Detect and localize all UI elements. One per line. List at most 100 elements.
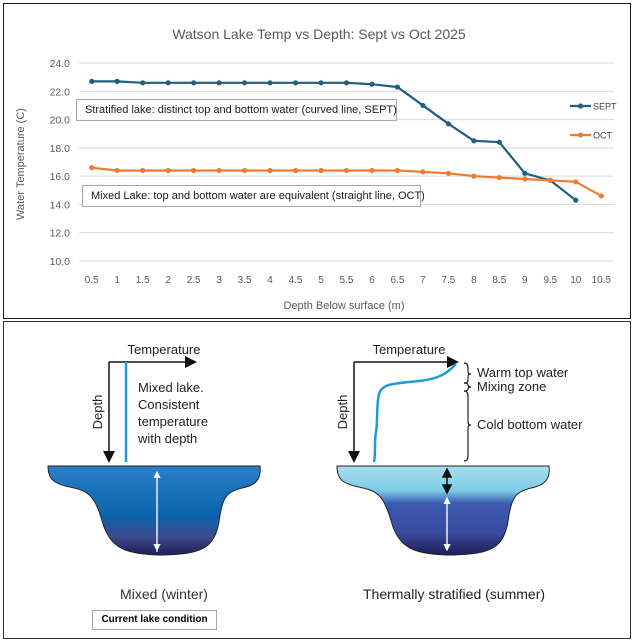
chart-panel[interactable]: Watson Lake Temp vs Depth: Sept vs Oct 2… <box>3 3 631 319</box>
stratified-temperature-axis-label: Temperature <box>373 342 446 357</box>
y-axis-label: Water Temperature (C) <box>15 108 27 220</box>
data-point-oct <box>89 165 95 171</box>
mixed-temperature-axis-label: Temperature <box>128 342 201 357</box>
data-point-oct <box>598 193 604 199</box>
mixed-depth-axis-label: Depth <box>90 395 105 430</box>
y-tick-label: 22.0 <box>50 86 71 98</box>
data-point-oct <box>343 167 350 174</box>
line-chart: Watson Lake Temp vs Depth: Sept vs Oct 2… <box>15 26 617 312</box>
legend: SEPT OCT <box>570 102 617 141</box>
mixed-description: Mixed lake. Consistent temperature with … <box>137 380 212 446</box>
data-point-sept <box>496 139 502 145</box>
data-point-sept <box>471 138 477 144</box>
data-point-sept <box>445 121 452 127</box>
stratified-temperature-profile-line <box>372 363 457 463</box>
x-tick-label: 5 <box>318 275 324 286</box>
data-point-sept <box>140 80 146 86</box>
data-point-sept <box>165 80 171 86</box>
y-axis-ticks: 24.0 22.0 20.0 18.0 16.0 14.0 12.0 10.0 <box>50 58 71 268</box>
data-point-oct <box>420 169 426 175</box>
data-point-oct <box>114 167 120 174</box>
stratified-depth-axis-label: Depth <box>335 395 350 430</box>
diagram-panel: Temperature Depth Mixed lake. Consistent… <box>3 321 631 639</box>
data-point-oct <box>522 176 528 182</box>
stratified-profile-plot: Temperature Depth Warm top water Mixing … <box>335 342 583 463</box>
data-point-sept <box>394 84 401 90</box>
legend-marker-oct <box>577 132 584 138</box>
lake-diagram: Temperature Depth Mixed lake. Consistent… <box>47 342 583 602</box>
x-tick-label: 4 <box>267 275 273 286</box>
y-tick-label: 14.0 <box>50 199 71 211</box>
x-tick-label: 1.5 <box>136 275 150 286</box>
x-axis-label: Depth Below surface (m) <box>283 300 404 312</box>
x-tick-label: 7 <box>420 275 426 286</box>
data-point-oct <box>369 167 375 174</box>
data-point-oct <box>394 167 401 174</box>
data-point-sept <box>114 78 120 84</box>
mixed-lake-basin <box>47 465 261 556</box>
data-point-oct <box>573 179 579 185</box>
x-tick-label: 3 <box>216 275 222 286</box>
data-point-oct <box>267 167 273 174</box>
data-point-sept <box>318 80 324 86</box>
x-tick-label: 6.5 <box>390 275 404 286</box>
x-axis-ticks: 0.5 1 1.5 2 2.5 3 3.5 4 4.5 5 5.5 6 6.5 7 7.5 8 8.5 9 9.5 1… <box>85 275 612 286</box>
x-tick-label: 10.5 <box>592 275 612 286</box>
data-point-oct <box>241 167 248 174</box>
x-tick-label: 0.5 <box>85 275 99 286</box>
data-point-oct <box>216 167 222 174</box>
cold-bottom-water-label: Cold bottom water <box>477 417 583 432</box>
y-tick-label: 18.0 <box>50 143 71 155</box>
x-tick-label: 6 <box>369 275 375 286</box>
x-tick-label: 9 <box>522 275 528 286</box>
legend-label-oct: OCT <box>593 131 613 141</box>
data-point-sept <box>343 80 350 86</box>
y-tick-label: 20.0 <box>50 115 71 127</box>
gridlines <box>79 62 614 262</box>
annotation-mixed: Mixed Lake: top and bottom water are equ… <box>82 185 425 207</box>
data-point-oct <box>547 177 553 183</box>
x-tick-label: 1 <box>114 275 120 286</box>
data-point-sept <box>89 78 95 84</box>
warm-top-water-label: Warm top water <box>477 365 569 380</box>
chart-title: Watson Lake Temp vs Depth: Sept vs Oct 2… <box>172 26 466 42</box>
x-tick-label: 8 <box>471 275 477 286</box>
stratified-caption: Thermally stratified (summer) <box>363 586 545 602</box>
x-tick-label: 8.5 <box>492 275 506 286</box>
y-tick-label: 12.0 <box>50 228 71 240</box>
x-tick-label: 4.5 <box>289 275 303 286</box>
x-tick-label: 9.5 <box>543 275 557 286</box>
data-point-oct <box>165 167 171 174</box>
data-point-oct <box>496 174 502 181</box>
data-point-oct <box>191 167 197 174</box>
x-tick-label: 2 <box>165 275 171 286</box>
data-point-sept <box>267 80 273 86</box>
legend-marker-sept <box>577 103 584 109</box>
x-tick-label: 3.5 <box>238 275 252 286</box>
x-tick-label: 2.5 <box>187 275 201 286</box>
x-tick-label: 10 <box>570 275 582 286</box>
mixed-profile-plot: Temperature Depth Mixed lake. Consistent… <box>90 342 212 463</box>
y-tick-label: 16.0 <box>50 171 71 183</box>
annotation-stratified: Stratified lake: distinct top and bottom… <box>76 99 397 121</box>
warm-top-bracket-icon <box>463 362 472 384</box>
stratified-lake-basin <box>336 465 550 556</box>
series-sept <box>89 78 579 203</box>
data-point-oct <box>140 167 146 174</box>
data-point-sept <box>241 80 248 86</box>
data-point-sept <box>191 80 197 86</box>
mixing-zone-label: Mixing zone <box>477 379 546 394</box>
mixed-caption: Mixed (winter) <box>120 586 208 602</box>
current-condition-label: Current lake condition <box>92 610 217 630</box>
series-layer <box>89 78 604 203</box>
data-point-oct <box>471 173 477 179</box>
x-tick-label: 7.5 <box>441 275 455 286</box>
data-point-sept <box>573 197 579 203</box>
data-point-sept <box>216 80 222 86</box>
y-tick-label: 10.0 <box>50 256 71 268</box>
series-line-sept <box>91 80 577 202</box>
x-tick-label: 5.5 <box>340 275 354 286</box>
legend-label-sept: SEPT <box>593 102 617 112</box>
data-point-oct <box>445 170 452 176</box>
data-point-oct <box>292 167 299 174</box>
